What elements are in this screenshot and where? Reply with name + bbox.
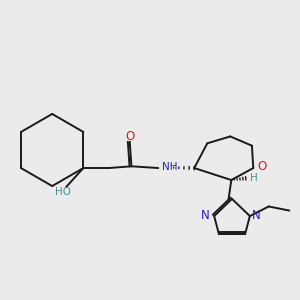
Text: O: O [258,160,267,173]
Text: O: O [126,130,135,143]
Text: N: N [201,209,209,222]
Text: N: N [252,209,260,222]
Text: HO: HO [55,187,71,197]
Text: H: H [250,173,258,183]
Text: NH: NH [162,162,178,172]
